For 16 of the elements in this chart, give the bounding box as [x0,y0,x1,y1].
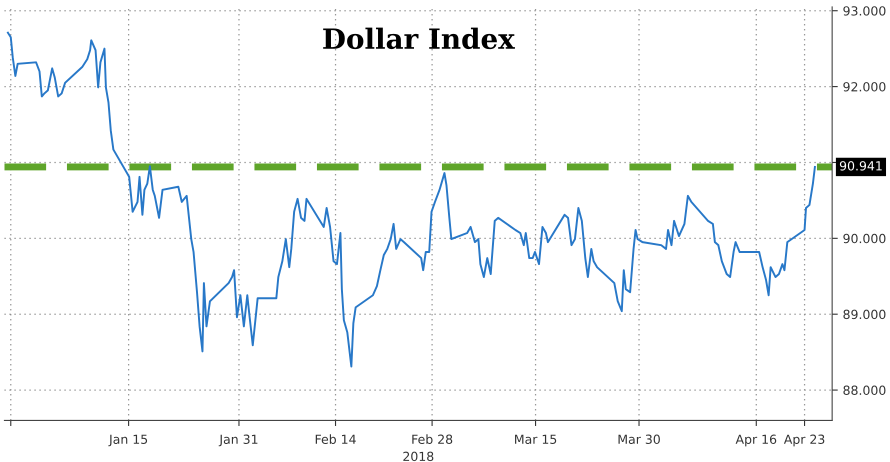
x-tick-label: Mar 30 [618,434,660,444]
y-tick-label: 88.000 [843,386,886,395]
x-tick-label: Apr 23 [784,434,824,446]
x-tick-label: Apr 16 [736,434,776,446]
x-tick-label: Feb 14 [316,434,356,444]
ref-line-label: 90.941 [840,161,882,171]
x-tick-label: Jan 15 [108,434,148,446]
y-tick-label: 90.000 [843,234,886,244]
x-axis-title: 2018 [403,452,434,462]
y-tick-label: 93.000 [843,6,886,16]
y-tick-label: 92.000 [843,82,886,92]
y-tick-label: 89.000 [843,310,886,320]
x-tick-label: Mar 15 [515,434,556,444]
x-tick-label: Feb 28 [412,434,452,444]
text: Dollar Index [323,28,515,50]
x-tick-label: Jan 31 [218,434,258,446]
